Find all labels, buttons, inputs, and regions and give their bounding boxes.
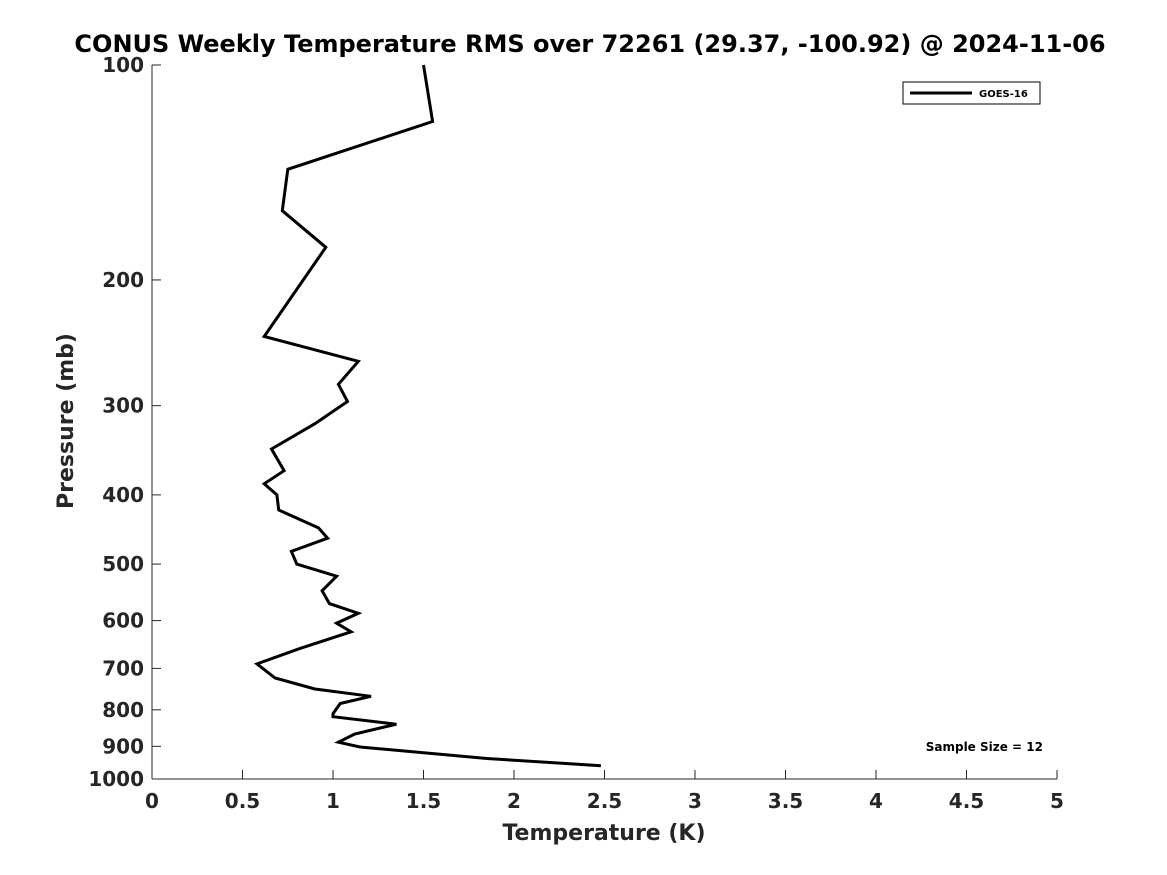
y-tick-label: 900	[102, 734, 144, 758]
y-tick-label: 300	[102, 394, 144, 418]
series-layer	[253, 64, 601, 768]
x-tick-label: 0	[145, 789, 159, 813]
y-tick-label: 800	[102, 698, 144, 722]
x-tick-label: 4	[869, 789, 883, 813]
y-tick-label: 100	[102, 53, 144, 77]
y-tick-label: 500	[102, 552, 144, 576]
y-axis-label: Pressure (mb)	[54, 333, 79, 509]
legend: GOES-16	[902, 81, 1041, 105]
y-tick-label: 200	[102, 268, 144, 292]
y-tick-label: 700	[102, 656, 144, 680]
x-axis: 0 0.5 1 1.5 2 2.5 3 3.5 4 4.5 5	[145, 770, 1064, 813]
x-tick-label: 4.5	[949, 789, 984, 813]
chart-title: CONUS Weekly Temperature RMS over 72261 …	[74, 30, 1105, 58]
y-tick-label: 600	[102, 609, 144, 633]
x-tick-label: 1.5	[406, 789, 441, 813]
y-tick-label: 400	[102, 483, 144, 507]
x-tick-label: 3.5	[768, 789, 803, 813]
y-axis: 100 200 300 400 500 600 700 800 900 1000	[88, 53, 161, 791]
x-tick-label: 1	[326, 789, 340, 813]
x-tick-label: 2	[507, 789, 521, 813]
x-tick-label: 0.5	[225, 789, 260, 813]
x-tick-label: 5	[1050, 789, 1064, 813]
x-tick-label: 3	[688, 789, 702, 813]
series-line-goes-16	[253, 64, 601, 768]
sample-size-annotation: Sample Size = 12	[926, 740, 1043, 754]
y-tick-label: 1000	[88, 767, 144, 791]
x-axis-label: Temperature (K)	[502, 821, 705, 846]
x-tick-label: 2.5	[587, 789, 622, 813]
legend-label-goes-16: GOES-16	[979, 89, 1028, 100]
